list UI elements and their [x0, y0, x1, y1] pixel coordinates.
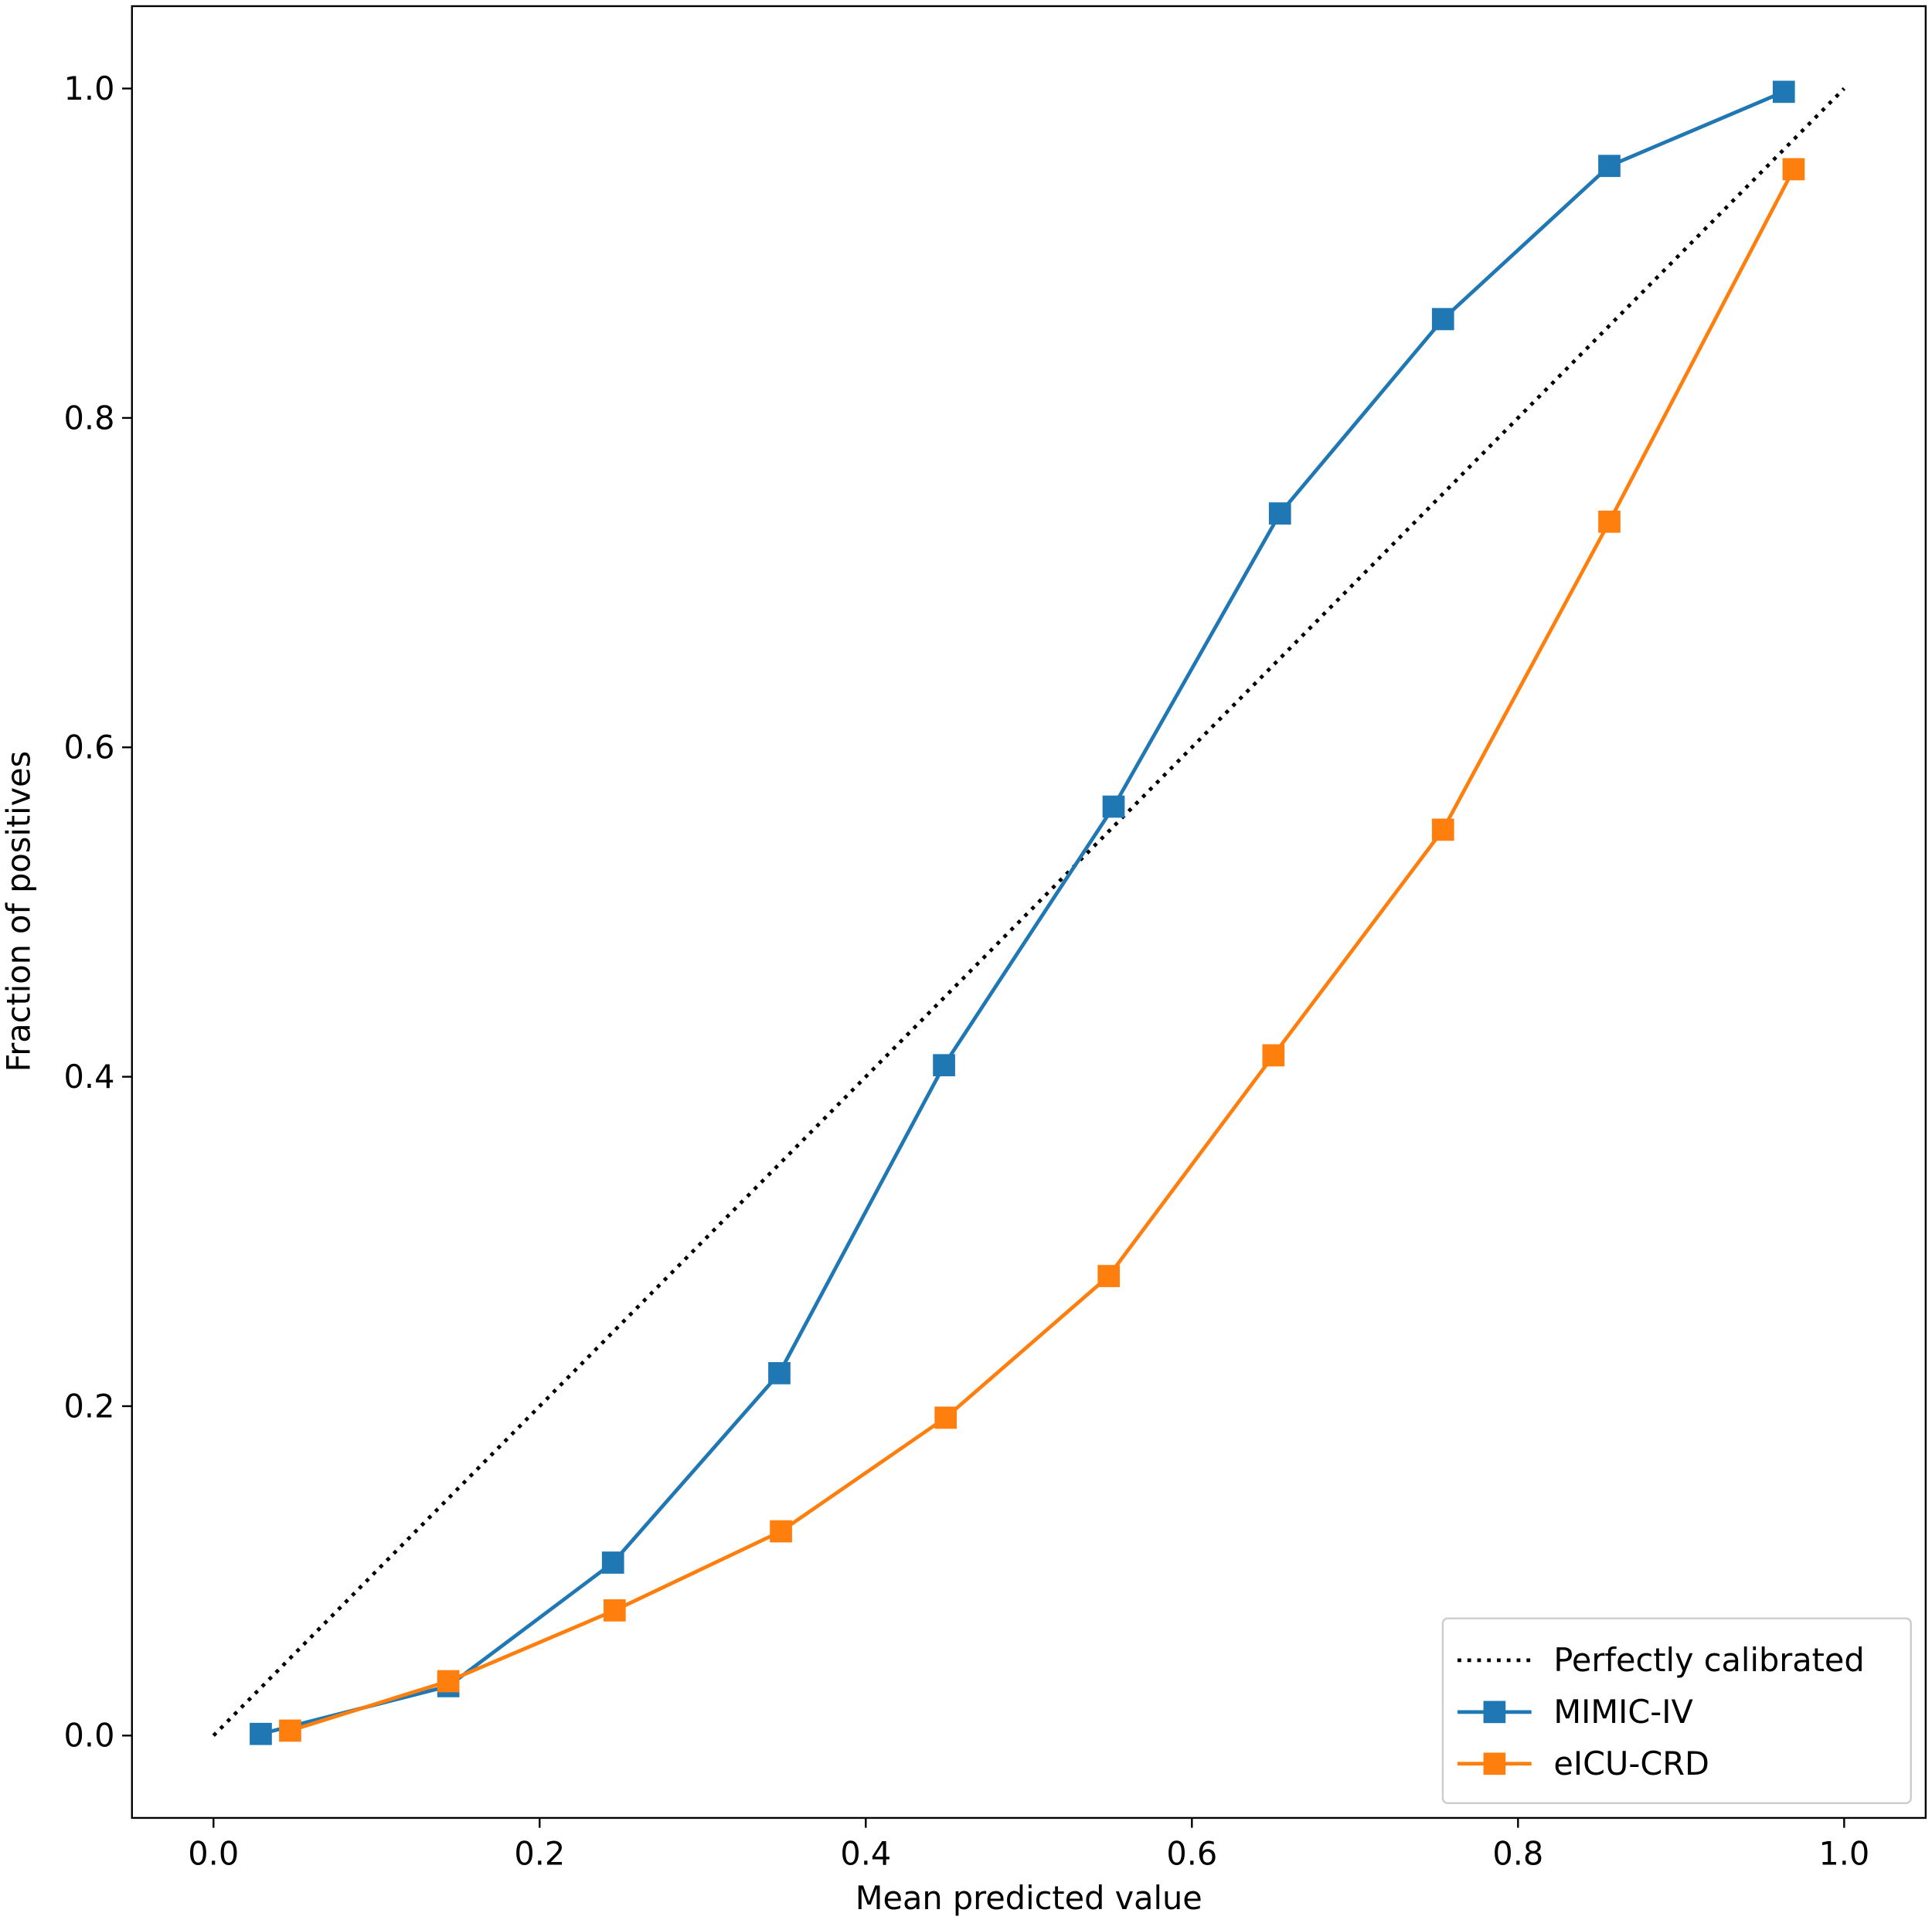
- x-tick-label: 0.2: [514, 1836, 565, 1873]
- point: [250, 1722, 272, 1745]
- x-tick-label: 0.4: [840, 1836, 891, 1873]
- plot-frame: [131, 5, 1927, 1820]
- series-line: [212, 87, 1846, 1738]
- point: [933, 1054, 955, 1077]
- y-tick-label: 0.6: [64, 729, 115, 766]
- point: [934, 1406, 957, 1429]
- x-tick-label: 0.8: [1492, 1836, 1543, 1873]
- legend-label: Perfectly calibrated: [1553, 1642, 1864, 1679]
- point: [1268, 502, 1291, 525]
- point: [437, 1670, 460, 1693]
- point: [1782, 158, 1805, 181]
- point: [1102, 795, 1125, 818]
- legend-label: MIMIC-IV: [1553, 1694, 1692, 1731]
- point: [1598, 510, 1621, 533]
- y-tick-label: 0.8: [64, 399, 115, 437]
- point: [1431, 308, 1454, 331]
- point: [1772, 80, 1795, 104]
- x-tick-label: 0.6: [1166, 1836, 1217, 1873]
- point: [770, 1520, 792, 1543]
- x-tick-label: 1.0: [1818, 1836, 1869, 1873]
- legend-box: [1441, 1617, 1912, 1805]
- y-axis-label: Fraction of positives: [0, 751, 37, 1072]
- x-axis-label: Mean predicted value: [855, 1880, 1202, 1917]
- point: [601, 1551, 624, 1574]
- legend-marker: [1483, 1752, 1506, 1775]
- point: [1431, 818, 1454, 841]
- point: [279, 1719, 301, 1742]
- series-line: [260, 90, 1785, 1736]
- point: [1262, 1044, 1285, 1067]
- legend-marker: [1483, 1701, 1506, 1724]
- point: [604, 1599, 626, 1622]
- series-line: [289, 168, 1796, 1733]
- y-tick-label: 0.4: [64, 1058, 115, 1096]
- point: [1097, 1265, 1121, 1287]
- y-tick-label: 1.0: [64, 70, 115, 107]
- point: [768, 1362, 791, 1385]
- y-tick-label: 0.0: [64, 1718, 115, 1755]
- y-tick-label: 0.2: [64, 1388, 115, 1425]
- point: [1598, 155, 1621, 178]
- x-tick-label: 0.0: [188, 1836, 239, 1873]
- legend-label: eICU-CRD: [1553, 1745, 1709, 1782]
